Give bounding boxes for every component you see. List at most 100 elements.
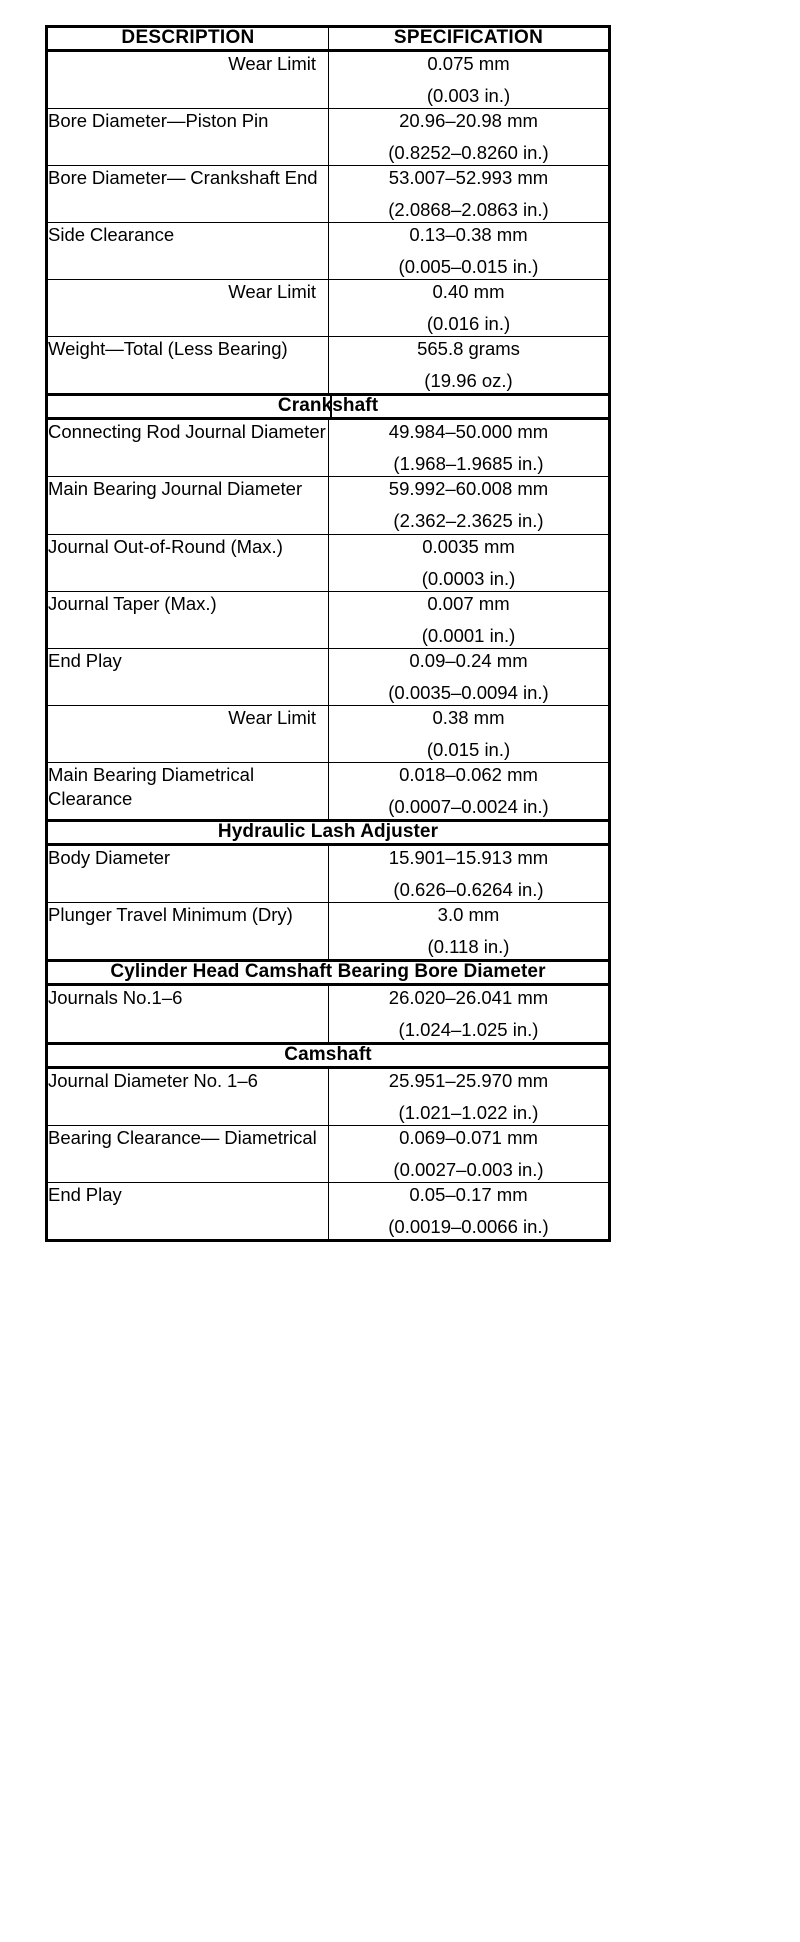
row-description: Weight—Total (Less Bearing) [46, 336, 329, 396]
specification-table-container: DESCRIPTION SPECIFICATION Wear Limit 0.07… [45, 25, 611, 1243]
spec-value-imperial: (2.0868–2.0863 in.) [388, 199, 549, 221]
section-header-label: Hydraulic Lash Adjuster [46, 819, 610, 846]
spec-value-metric: 0.018–0.062 mm [399, 763, 538, 785]
table-row: Bore Diameter— Crankshaft End 53.007–52.9… [46, 165, 610, 224]
section-header-row: Cylinder Head Camshaft Bearing Bore Diam… [46, 959, 610, 986]
spec-value-metric: 20.96–20.98 mm [399, 109, 538, 131]
table-row: Journal Diameter No. 1–6 25.951–25.970 mm… [46, 1066, 610, 1127]
row-description: Wear Limit [46, 279, 329, 338]
spec-value-imperial: (19.96 oz.) [424, 370, 513, 392]
spec-value-metric: 0.13–0.38 mm [409, 224, 528, 246]
table-body: Wear Limit 0.075 mm (0.003 in.) Bore Diamet… [46, 49, 610, 1241]
table-row: Wear Limit 0.38 mm (0.015 in.) [46, 704, 610, 763]
spec-value-metric: 26.020–26.041 mm [388, 986, 549, 1008]
row-description: Bore Diameter— Crankshaft End [46, 165, 329, 224]
spec-value-imperial: (0.016 in.) [426, 313, 511, 335]
engine-specification-table: DESCRIPTION SPECIFICATION Wear Limit 0.07… [45, 25, 611, 1243]
row-specification: 59.992–60.008 mm (2.362–2.3625 in.) [328, 476, 610, 535]
spec-value-metric: 0.05–0.17 mm [409, 1184, 528, 1206]
spec-value-metric: 0.38 mm [432, 706, 505, 728]
row-specification: 3.0 mm (0.118 in.) [328, 901, 610, 962]
row-description: Main Bearing Journal Diameter [46, 476, 329, 535]
spec-value-metric: 25.951–25.970 mm [388, 1069, 549, 1091]
row-description: Plunger Travel Minimum (Dry) [46, 901, 329, 962]
row-specification: 565.8 grams (19.96 oz.) [328, 336, 610, 396]
row-description: Journals No.1–6 [46, 983, 329, 1045]
table-row: Journal Taper (Max.) 0.007 mm (0.0001 in.) [46, 590, 610, 649]
spec-value-imperial: (1.024–1.025 in.) [398, 1019, 539, 1041]
column-header-specification: SPECIFICATION [328, 26, 610, 52]
section-header-label: Camshaft [46, 1042, 610, 1069]
row-description: Side Clearance [46, 222, 329, 281]
row-description: Journal Diameter No. 1–6 [46, 1066, 329, 1127]
row-specification: 0.018–0.062 mm (0.0007–0.0024 in.) [328, 761, 610, 822]
spec-value-metric: 0.0035 mm [422, 535, 515, 557]
row-specification: 0.38 mm (0.015 in.) [328, 704, 610, 763]
row-specification: 53.007–52.993 mm (2.0868–2.0863 in.) [328, 165, 610, 224]
row-description: Bore Diameter—Piston Pin [46, 107, 329, 167]
spec-value-imperial: (0.0001 in.) [421, 624, 516, 646]
spec-value-metric: 0.069–0.071 mm [399, 1127, 538, 1149]
row-description: Wear Limit [46, 704, 329, 763]
row-description: End Play [46, 647, 329, 706]
row-description: Journal Out-of-Round (Max.) [46, 533, 329, 592]
row-specification: 0.0035 mm (0.0003 in.) [328, 533, 610, 592]
spec-value-metric: 0.09–0.24 mm [409, 649, 528, 671]
row-specification: 20.96–20.98 mm (0.8252–0.8260 in.) [328, 107, 610, 167]
row-specification: 0.007 mm (0.0001 in.) [328, 590, 610, 649]
row-specification: 0.069–0.071 mm (0.0027–0.003 in.) [328, 1125, 610, 1184]
spec-value-metric: 49.984–50.000 mm [388, 421, 549, 443]
table-row: Weight—Total (Less Bearing) 565.8 grams (1… [46, 336, 610, 396]
table-row: Wear Limit 0.40 mm (0.016 in.) [46, 279, 610, 338]
row-specification: 0.075 mm (0.003 in.) [328, 49, 610, 109]
spec-value-metric: 0.007 mm [427, 592, 510, 614]
row-description: Bearing Clearance— Diametrical [46, 1125, 329, 1184]
row-specification: 0.05–0.17 mm (0.0019–0.0066 in.) [328, 1182, 610, 1241]
table-row: Main Bearing Diametrical Clearance 0.018–… [46, 761, 610, 822]
section-header-label: Cylinder Head Camshaft Bearing Bore Diam… [46, 959, 610, 986]
section-header-row: Camshaft [46, 1042, 610, 1069]
row-description: Connecting Rod Journal Diameter [46, 418, 329, 478]
spec-value-imperial: (1.968–1.9685 in.) [393, 453, 544, 475]
row-description: Wear Limit [46, 49, 329, 109]
spec-value-imperial: (0.0019–0.0066 in.) [388, 1216, 549, 1238]
table-row: Side Clearance 0.13–0.38 mm (0.005–0.015 i… [46, 222, 610, 281]
row-specification: 49.984–50.000 mm (1.968–1.9685 in.) [328, 418, 610, 478]
section-header-label: Crankshaft [46, 393, 610, 421]
spec-value-metric: 0.40 mm [432, 281, 505, 303]
spec-value-imperial: (0.118 in.) [427, 936, 510, 958]
spec-value-imperial: (0.0027–0.003 in.) [393, 1159, 544, 1181]
spec-value-metric: 0.075 mm [427, 52, 510, 74]
row-description: Journal Taper (Max.) [46, 590, 329, 649]
table-head: DESCRIPTION SPECIFICATION [46, 26, 610, 52]
table-row: End Play 0.09–0.24 mm (0.0035–0.0094 in.) [46, 647, 610, 706]
spec-value-imperial: (1.021–1.022 in.) [398, 1102, 539, 1123]
table-header-row: DESCRIPTION SPECIFICATION [46, 26, 610, 52]
table-row: Bearing Clearance— Diametrical 0.069–0.07… [46, 1125, 610, 1184]
table-row: Journals No.1–6 26.020–26.041 mm (1.024–1.… [46, 983, 610, 1045]
spec-value-imperial: (0.8252–0.8260 in.) [388, 142, 549, 164]
column-header-description: DESCRIPTION [46, 26, 329, 52]
row-description: End Play [46, 1182, 329, 1241]
row-specification: 15.901–15.913 mm (0.626–0.6264 in.) [328, 843, 610, 903]
row-specification: 0.13–0.38 mm (0.005–0.015 in.) [328, 222, 610, 281]
spec-value-imperial: (0.0035–0.0094 in.) [388, 681, 549, 703]
spec-value-metric: 15.901–15.913 mm [388, 846, 549, 868]
spec-value-metric: 53.007–52.993 mm [388, 167, 549, 189]
table-row: Plunger Travel Minimum (Dry) 3.0 mm (0.118… [46, 901, 610, 962]
table-row: End Play 0.05–0.17 mm (0.0019–0.0066 in.) [46, 1182, 610, 1241]
row-description: Main Bearing Diametrical Clearance [46, 761, 329, 822]
spec-value-imperial: (0.626–0.6264 in.) [393, 878, 544, 900]
spec-value-imperial: (0.015 in.) [426, 738, 511, 760]
spec-value-metric: 3.0 mm [437, 903, 500, 925]
row-specification: 0.09–0.24 mm (0.0035–0.0094 in.) [328, 647, 610, 706]
spec-value-imperial: (0.005–0.015 in.) [398, 256, 539, 278]
spec-value-imperial: (2.362–2.3625 in.) [393, 510, 544, 532]
spec-value-metric: 59.992–60.008 mm [388, 478, 549, 500]
spec-value-imperial: (0.003 in.) [426, 84, 511, 106]
spec-value-imperial: (0.0003 in.) [421, 567, 516, 589]
spec-value-metric: 565.8 grams [417, 338, 520, 360]
row-specification: 0.40 mm (0.016 in.) [328, 279, 610, 338]
table-row: Bore Diameter—Piston Pin 20.96–20.98 mm (0… [46, 107, 610, 167]
section-header-row: Hydraulic Lash Adjuster [46, 819, 610, 846]
